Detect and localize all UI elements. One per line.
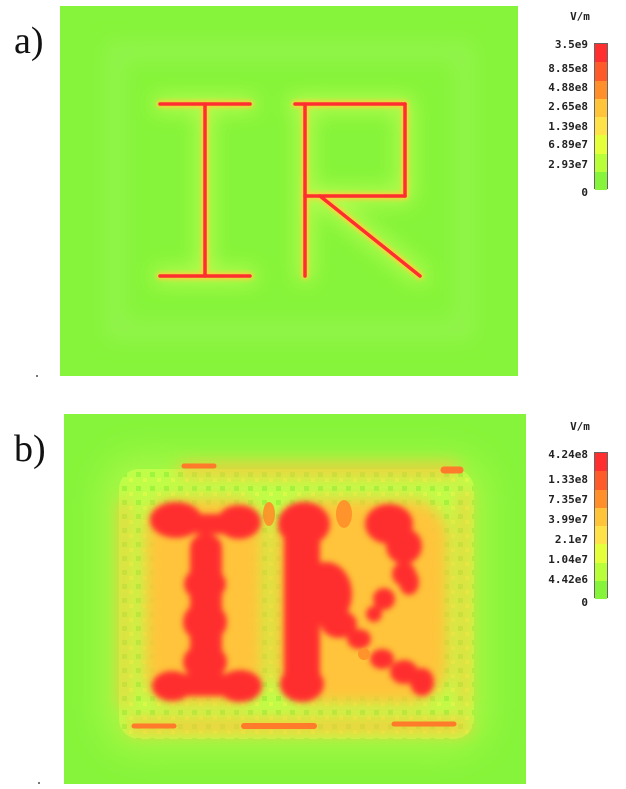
colorbar-a-band	[595, 98, 607, 117]
colorbar-a-band	[595, 117, 607, 136]
panel-a-label: a)	[14, 20, 44, 62]
colorbar-a: V/m 3.5e9 8.85e8 4.88e8 2.65e8 1.39e8 6.…	[540, 10, 620, 200]
colorbar-b-tick: 1.04e7	[548, 553, 588, 566]
panel-b-label: b)	[14, 428, 46, 470]
stray-dot	[36, 375, 38, 377]
colorbar-b-tick: 0	[581, 596, 588, 609]
colorbar-a-band	[595, 171, 607, 190]
colorbar-b-band	[595, 562, 607, 581]
colorbar-b-tick: 1.33e8	[548, 473, 588, 486]
colorbar-b-tick: 2.1e7	[554, 533, 588, 546]
colorbar-a-tick: 2.65e8	[548, 100, 588, 113]
colorbar-b-tick: 7.35e7	[548, 493, 588, 506]
stray-dot	[38, 782, 40, 784]
field-map-b	[64, 414, 526, 784]
field-map-a	[60, 6, 518, 376]
colorbar-b-tick: 3.99e7	[548, 513, 588, 526]
colorbar-b-band	[595, 471, 607, 490]
colorbar-b-tick: 4.24e8	[548, 448, 588, 461]
colorbar-b-band	[595, 507, 607, 526]
colorbar-a-band	[595, 153, 607, 172]
colorbar-a-tick: 6.89e7	[548, 138, 588, 151]
colorbar-b-band	[595, 544, 607, 563]
colorbar-b: V/m 4.24e8 1.33e8 7.35e7 3.99e7 2.1e7 1.…	[540, 420, 620, 610]
colorbar-a-band	[595, 80, 607, 99]
colorbar-b-unit: V/m	[570, 420, 590, 433]
colorbar-a-tick: 0	[581, 186, 588, 199]
colorbar-a-band	[595, 44, 607, 63]
colorbar-b-tick: 4.42e6	[548, 573, 588, 586]
colorbar-b-band	[595, 453, 607, 472]
colorbar-a-tick: 4.88e8	[548, 81, 588, 94]
colorbar-b-band	[595, 580, 607, 599]
colorbar-a-band	[595, 135, 607, 154]
colorbar-b-band	[595, 526, 607, 545]
colorbar-a-band	[595, 62, 607, 81]
colorbar-a-tick: 1.39e8	[548, 120, 588, 133]
colorbar-a-tick: 2.93e7	[548, 158, 588, 171]
colorbar-a-unit: V/m	[570, 10, 590, 23]
colorbar-a-tick: 3.5e9	[554, 38, 588, 51]
colorbar-b-band	[595, 489, 607, 508]
colorbar-b-swatch	[594, 452, 608, 599]
colorbar-a-swatch	[594, 43, 608, 190]
colorbar-a-tick: 8.85e8	[548, 62, 588, 75]
